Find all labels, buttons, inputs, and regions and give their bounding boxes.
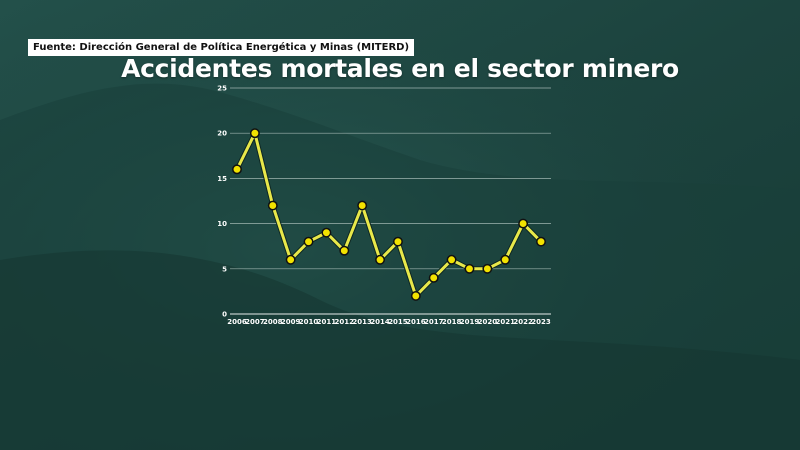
data-point-2009 (285, 254, 296, 265)
data-point-2012 (339, 245, 350, 256)
y-tick-label: 25 (217, 85, 227, 93)
x-tick-label: 2021 (495, 318, 515, 326)
x-tick-label: 2022 (513, 318, 533, 326)
x-tick-label: 2017 (424, 318, 444, 326)
y-axis-ticks: 0 5 10 15 20 25 (217, 85, 227, 319)
x-tick-label: 2008 (263, 318, 283, 326)
x-axis-ticks: 2006200720082009201020112012201320142015… (227, 318, 551, 326)
data-point-2008 (267, 200, 278, 211)
series-line-outline (234, 130, 543, 299)
data-point-2022 (518, 218, 529, 229)
x-tick-label: 2020 (478, 318, 498, 326)
y-tick-label: 15 (217, 175, 227, 183)
data-point-2021 (500, 254, 511, 265)
x-tick-label: 2006 (227, 318, 247, 326)
series-line (235, 131, 543, 298)
data-point-2023 (536, 236, 546, 247)
data-point-2019 (464, 263, 475, 274)
source-label: Fuente: Dirección General de Política En… (28, 39, 415, 56)
data-point-2006 (232, 164, 242, 175)
data-point-2010 (303, 236, 314, 247)
x-tick-label: 2019 (460, 318, 480, 326)
data-point-2014 (375, 254, 386, 265)
data-point-2018 (446, 254, 457, 265)
x-tick-label: 2018 (442, 318, 462, 326)
chart-title: Accidentes mortales en el sector minero (121, 54, 679, 83)
data-point-2017 (428, 272, 439, 283)
x-tick-label: 2007 (245, 318, 265, 326)
data-point-2020 (482, 263, 493, 274)
x-tick-label: 2015 (388, 318, 408, 326)
data-point-2013 (357, 200, 368, 211)
series-group (232, 128, 546, 301)
y-tick-label: 0 (222, 311, 227, 319)
x-tick-label: 2016 (406, 318, 426, 326)
data-point-2015 (392, 236, 403, 247)
data-point-2007 (249, 128, 260, 139)
x-tick-label: 2023 (531, 318, 551, 326)
x-tick-label: 2013 (352, 318, 372, 326)
data-point-2016 (410, 290, 421, 301)
gridlines (230, 87, 551, 315)
y-tick-label: 20 (217, 130, 227, 138)
y-tick-label: 10 (217, 220, 227, 228)
y-tick-label: 5 (222, 265, 227, 273)
x-tick-label: 2011 (317, 318, 337, 326)
x-tick-label: 2012 (335, 318, 355, 326)
x-tick-label: 2014 (370, 318, 390, 326)
x-tick-label: 2010 (299, 318, 319, 326)
x-tick-label: 2009 (281, 318, 301, 326)
data-point-2011 (321, 227, 332, 238)
